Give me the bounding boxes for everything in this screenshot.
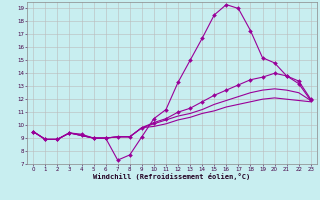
X-axis label: Windchill (Refroidissement éolien,°C): Windchill (Refroidissement éolien,°C) (93, 173, 251, 180)
